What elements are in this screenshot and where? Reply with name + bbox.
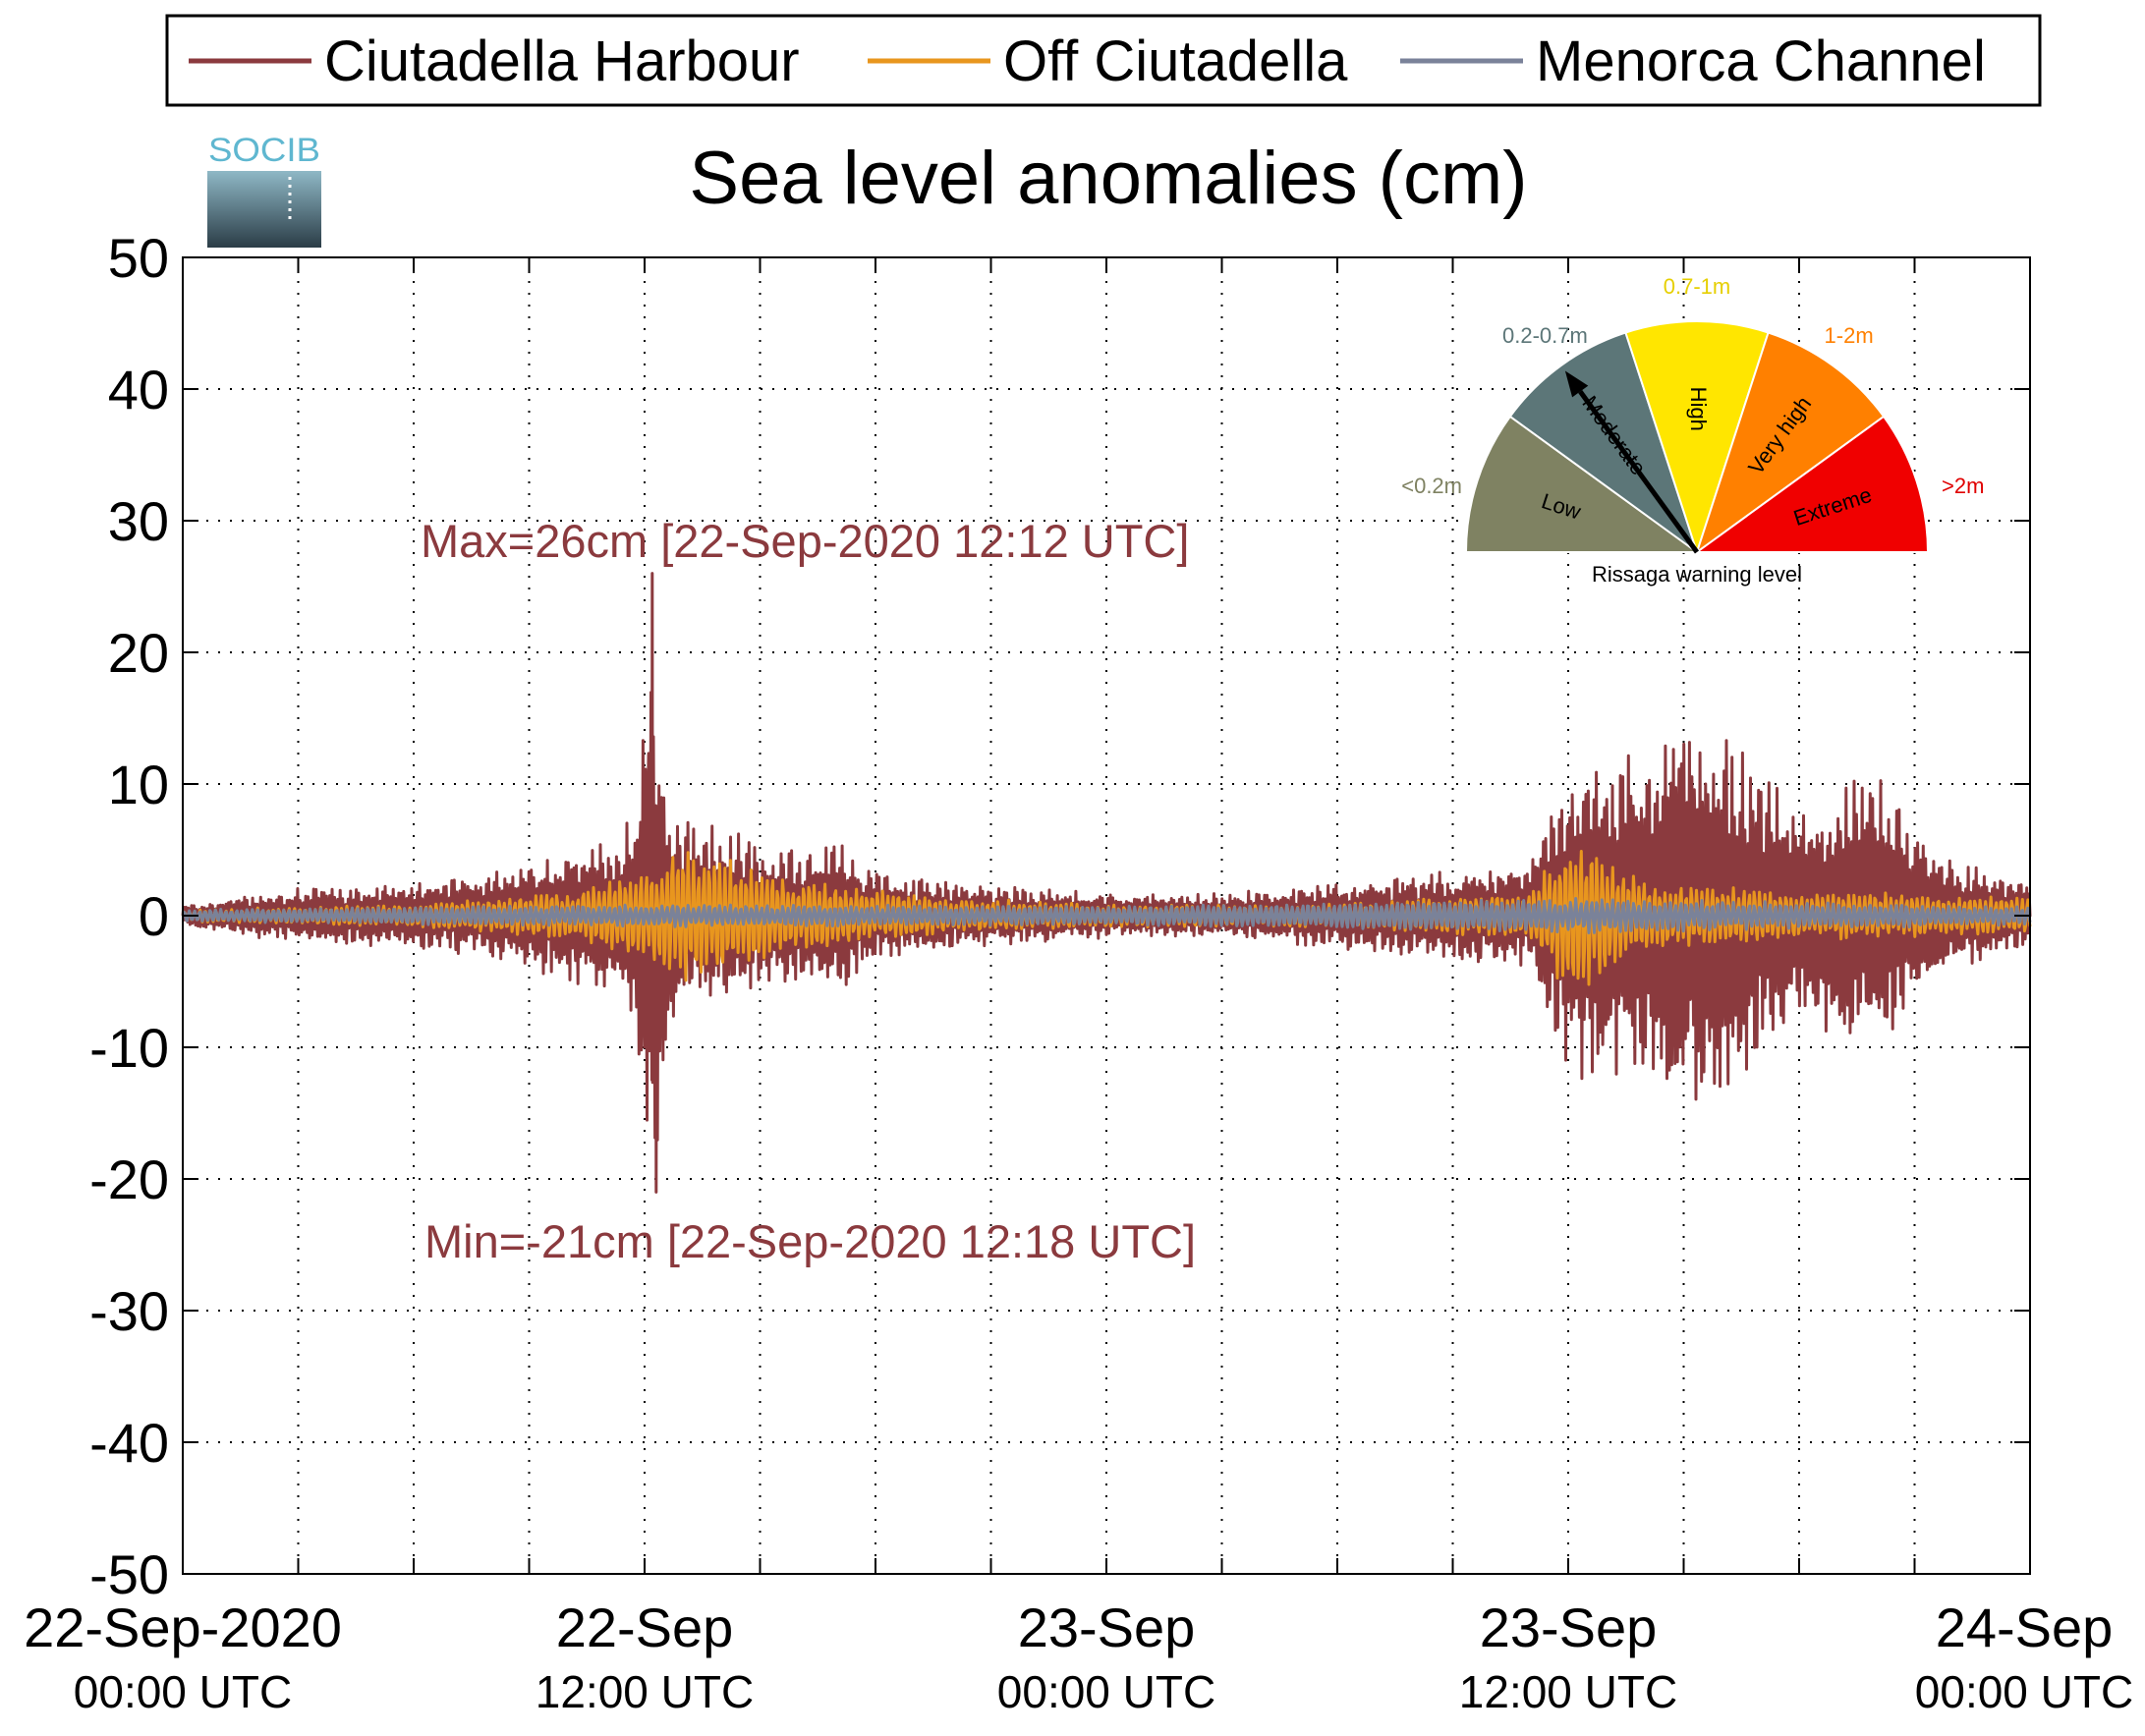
gauge-segment-extreme [1693, 415, 1930, 553]
gauge-segment-high [1624, 320, 1770, 556]
gauge-range-moderate: 0.2-0.7m [1502, 323, 1588, 348]
x-tick-label: 24-Sep [1936, 1596, 2114, 1658]
logo-text: SOCIB [208, 132, 320, 169]
gauge-range-very-high: 1-2m [1825, 323, 1874, 348]
x-tick-sublabel: 12:00 UTC [536, 1666, 754, 1717]
y-tick-label: 20 [108, 622, 169, 684]
series-line-channel [181, 897, 2032, 934]
x-tick-sublabel: 00:00 UTC [1915, 1666, 2133, 1717]
x-tick-sublabel: 12:00 UTC [1459, 1666, 1677, 1717]
y-tick-label: 0 [139, 885, 169, 947]
chart-title: Sea level anomalies (cm) [689, 137, 1527, 220]
gauge-range-low: <0.2m [1401, 474, 1462, 498]
gauge-range-extreme: >2m [1942, 474, 1984, 498]
socib-logo: SOCIB [207, 132, 321, 248]
y-tick-labels: 50 40 30 20 10 0 -10 -20 -30 -40 -50 [89, 227, 169, 1605]
gauge-label-high: High [1686, 387, 1711, 431]
gauge-segment-low [1464, 415, 1701, 553]
legend-label-off: Off Ciutadella [1003, 29, 1348, 93]
x-tick-label: 22-Sep [556, 1596, 734, 1658]
y-tick-label: 30 [108, 490, 169, 552]
x-tick-sublabel: 00:00 UTC [997, 1666, 1215, 1717]
plot-area [181, 256, 2032, 1575]
gauge-segment-very-high [1695, 331, 1886, 555]
gauge-needle [1578, 390, 1700, 554]
legend-box [165, 14, 2042, 107]
x-tick-label: 23-Sep [1018, 1596, 1196, 1658]
gauge-caption: Rissaga warning level [1592, 562, 1802, 587]
legend: Ciutadella Harbour Off Ciutadella Menorc… [165, 14, 2042, 107]
y-tick-label: -10 [89, 1017, 169, 1079]
ticks [183, 256, 2030, 1575]
y-tick-label: -40 [89, 1412, 169, 1474]
logo-block [207, 171, 321, 248]
y-tick-label: -50 [89, 1543, 169, 1605]
legend-label-channel: Menorca Channel [1536, 29, 1986, 93]
x-tick-label: 23-Sep [1480, 1596, 1658, 1658]
max-annotation: Max=26cm [22-Sep-2020 12:12 UTC] [421, 515, 1189, 567]
y-tick-label: 40 [108, 359, 169, 420]
y-tick-label: 10 [108, 754, 169, 815]
x-tick-labels: 22-Sep-2020 00:00 UTC 22-Sep 12:00 UTC 23-Se… [24, 1596, 2133, 1717]
series-layer [181, 572, 2032, 1194]
gauge-range-labels: <0.2m 0.2-0.7m 0.7-1m 1-2m >2m [1401, 274, 1984, 498]
min-annotation: Min=-21cm [22-Sep-2020 12:18 UTC] [424, 1215, 1196, 1267]
gauge-range-high: 0.7-1m [1664, 274, 1730, 299]
y-tick-label: -20 [89, 1148, 169, 1210]
gauge-needle-tip [1564, 370, 1589, 398]
gauge-segment-moderate [1508, 331, 1699, 555]
x-tick-sublabel: 00:00 UTC [74, 1666, 292, 1717]
y-tick-label: -30 [89, 1280, 169, 1342]
legend-label-harbour: Ciutadella Harbour [324, 29, 800, 93]
y-tick-label: 50 [108, 227, 169, 289]
x-tick-label: 22-Sep-2020 [24, 1596, 342, 1658]
